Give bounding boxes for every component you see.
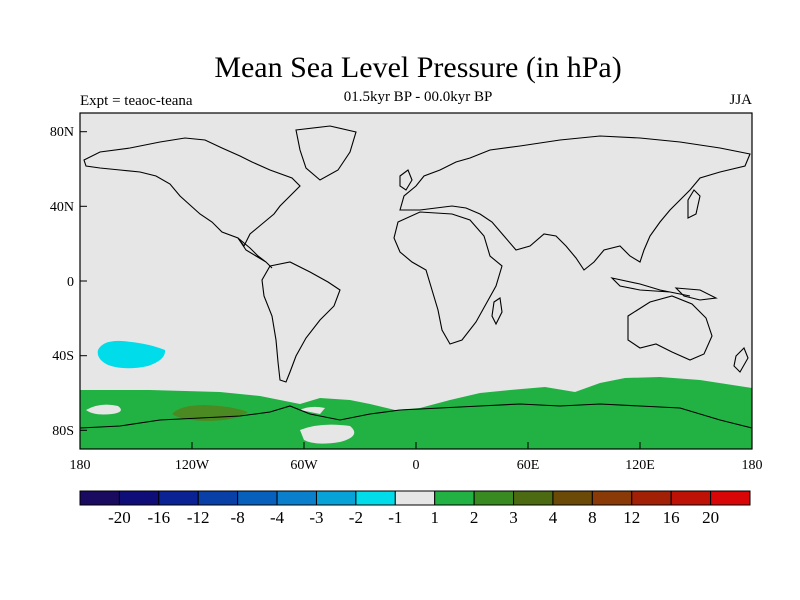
lon-tick-label: 180 <box>742 458 763 473</box>
coastlines <box>79 125 753 429</box>
colorbar-swatch <box>197 490 239 506</box>
colorbar-swatch <box>158 490 199 506</box>
colorbar-swatch <box>670 490 712 506</box>
lat-tick-labels: 80N 40N 0 40S 80S <box>50 125 74 439</box>
coast-japan <box>687 189 701 219</box>
shade-southern-ocean <box>80 377 752 449</box>
coast-new-guinea <box>674 287 718 301</box>
lon-tick-label: 120E <box>625 458 655 473</box>
colorbar-label: 2 <box>470 508 479 527</box>
period-label: 01.5kyr BP - 00.0kyr BP <box>343 89 493 105</box>
experiment-label: Expt = teaoc-teana <box>80 93 193 109</box>
colorbar-label: -3 <box>309 508 323 527</box>
shaded-regions <box>80 340 752 449</box>
colorbar-label: -12 <box>187 508 210 527</box>
colorbar-swatch <box>473 490 515 506</box>
coast-british-isles <box>399 169 413 191</box>
colorbar-swatch <box>710 490 751 506</box>
season-label: JJA <box>729 92 752 108</box>
coast-eurasia <box>399 135 751 271</box>
colorbar-labels: -20 -16 -12 -8 -4 -3 -2 -1 1 2 3 4 8 12 16 20 <box>108 508 719 527</box>
colorbar-label: -20 <box>108 508 131 527</box>
colorbar-swatch <box>552 490 593 506</box>
coast-australia <box>627 295 713 361</box>
colorbar-label: 16 <box>663 508 680 527</box>
shade-south-pacific <box>97 340 166 369</box>
lon-tick-label: 0 <box>413 458 420 473</box>
lat-axis <box>80 131 87 431</box>
lon-tick-label: 120W <box>175 458 210 473</box>
colorbar-swatch <box>237 490 278 506</box>
colorbar-label: 8 <box>588 508 597 527</box>
colorbar-label: 1 <box>430 508 439 527</box>
chart-title: Mean Sea Level Pressure (in hPa) <box>214 51 622 84</box>
colorbar-swatch <box>631 490 672 506</box>
shade-neutral-patch <box>86 404 121 415</box>
colorbar-label: -8 <box>231 508 245 527</box>
lon-tick-label: 60E <box>517 458 540 473</box>
shade-neutral-patch <box>300 424 355 444</box>
colorbar-swatch <box>276 490 317 506</box>
colorbar-label: -4 <box>270 508 285 527</box>
lon-axis <box>79 442 753 449</box>
lon-tick-label: 60W <box>290 458 318 473</box>
shade-neutral-patch <box>300 406 325 414</box>
lat-tick-label: 40N <box>50 200 74 215</box>
coast-new-zealand <box>733 347 749 373</box>
colorbar-swatch <box>355 490 396 506</box>
lon-tick-label: 180 <box>70 458 91 473</box>
coast-indonesia <box>610 277 691 297</box>
colorbar-label: -2 <box>349 508 363 527</box>
coast-north-america <box>83 137 301 248</box>
coast-antarctica <box>79 403 753 429</box>
colorbar-swatch <box>513 490 554 506</box>
colorbar-swatch <box>434 490 475 506</box>
colorbar-label: 12 <box>623 508 640 527</box>
coast-madagascar <box>491 297 503 326</box>
lat-tick-label: 80N <box>50 125 74 140</box>
colorbar-label: 20 <box>702 508 719 527</box>
colorbar-label: -1 <box>388 508 402 527</box>
coast-greenland <box>295 125 357 181</box>
colorbar-label: 3 <box>509 508 518 527</box>
colorbar <box>79 490 751 506</box>
colorbar-swatch <box>315 490 357 506</box>
coast-south-america <box>261 261 341 383</box>
coast-africa <box>393 211 503 345</box>
colorbar-swatch <box>394 490 436 506</box>
colorbar-label: -16 <box>147 508 170 527</box>
colorbar-swatch <box>79 490 120 506</box>
colorbar-swatch <box>591 490 633 506</box>
coast-central-america <box>237 237 273 269</box>
colorbar-label: 4 <box>549 508 558 527</box>
lat-tick-label: 80S <box>52 424 74 439</box>
lat-tick-label: 0 <box>67 275 74 290</box>
lon-tick-labels: 180 120W 60W 0 60E 120E 180 <box>70 458 763 473</box>
colorbar-swatch <box>118 490 160 506</box>
lat-tick-label: 40S <box>52 349 74 364</box>
